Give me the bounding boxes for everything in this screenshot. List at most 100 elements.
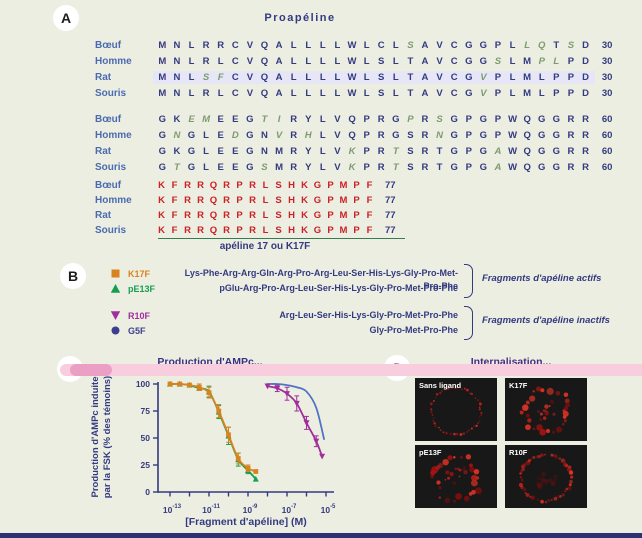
residue: F — [366, 210, 373, 221]
residue: S — [275, 210, 282, 221]
residue: G — [313, 195, 322, 206]
residue: K — [158, 225, 165, 236]
residue: R — [197, 180, 204, 191]
sequence-row: Souris M N L R L C V Q A L L L L W L S L T A V C G V P L M L P P D 30 — [95, 86, 612, 101]
residue: P — [553, 72, 560, 83]
circle-marker-icon — [111, 326, 120, 335]
residue: L — [305, 88, 312, 99]
inactive-group-label: Fragments d'apéline inactifs — [482, 315, 610, 326]
apelin17-caption: apéline 17 ou K17F — [219, 241, 311, 252]
residue: R — [223, 210, 230, 221]
residue: A — [275, 56, 283, 67]
residue: A — [421, 56, 429, 67]
species-label: Rat — [95, 72, 112, 83]
fragment-row: G5F — [110, 324, 146, 337]
residue: G — [465, 88, 473, 99]
residue: G — [392, 130, 400, 141]
residue: R — [249, 180, 256, 191]
residue: Q — [260, 88, 269, 99]
residue: L — [553, 56, 560, 67]
residue: K — [301, 195, 308, 206]
cell-image — [430, 386, 483, 436]
micrograph-label: pE13F — [419, 448, 442, 457]
sequence-row: Bœuf G K E M E E G T I R Y L V Q P R G P R S G P G P W Q G G R R 60 — [95, 112, 612, 127]
species-label: Bœuf — [95, 114, 122, 125]
cell-image — [518, 453, 574, 504]
residue: V — [436, 56, 443, 67]
sequence-row: Homme M N L R L C V Q A L L L L W L S L T A V C G G S L M P L P D 30 — [95, 54, 612, 69]
triangle-up-marker-icon — [110, 284, 121, 293]
residue: G — [465, 56, 473, 67]
residue: R — [184, 225, 191, 236]
svg-text:50: 50 — [141, 433, 151, 443]
residue: R — [223, 225, 230, 236]
svg-text:0: 0 — [145, 487, 150, 497]
sequence-row: Rat K F R R Q R P R L S H K G P M P F 77 — [95, 208, 396, 223]
residue: K — [348, 146, 356, 157]
residue: V — [436, 72, 443, 83]
residue: R — [377, 162, 385, 173]
residue: L — [188, 88, 195, 99]
residue: S — [407, 40, 414, 51]
residue: P — [407, 114, 414, 125]
residue: R — [249, 210, 256, 221]
residue: L — [363, 88, 370, 99]
residue: M — [339, 195, 348, 206]
residue: L — [509, 72, 516, 83]
residue: S — [407, 162, 414, 173]
residue: I — [277, 114, 281, 125]
residue: A — [494, 162, 502, 173]
fragment-row: R10F — [110, 309, 150, 322]
residue: R — [421, 162, 429, 173]
residue: G — [392, 114, 400, 125]
residue: V — [246, 72, 254, 83]
residue: V — [436, 88, 443, 99]
species-label: Souris — [95, 162, 127, 173]
residue: E — [232, 146, 239, 157]
residue: L — [203, 162, 209, 173]
residue: Q — [348, 130, 356, 141]
residue: R — [217, 40, 225, 51]
residue: G — [538, 162, 546, 173]
residue: L — [524, 40, 531, 51]
residue: M — [339, 180, 348, 191]
residue: R — [290, 146, 298, 157]
residue: W — [347, 40, 357, 51]
residue: D — [582, 40, 589, 51]
residue: T — [392, 162, 399, 173]
fragment-name: K17F — [128, 268, 151, 279]
residue: G — [246, 130, 254, 141]
residue: S — [275, 180, 282, 191]
residue: T — [392, 146, 399, 157]
residue: N — [173, 88, 181, 99]
residue: R — [567, 130, 575, 141]
residue: R — [249, 195, 256, 206]
residue: L — [305, 72, 312, 83]
residue: C — [450, 72, 458, 83]
residue: C — [231, 72, 239, 83]
residue: G — [465, 72, 473, 83]
residue: V — [334, 114, 341, 125]
residue: V — [246, 40, 254, 51]
residue: G — [450, 146, 458, 157]
residue: L — [319, 56, 326, 67]
residue: R — [223, 180, 230, 191]
residue: L — [305, 56, 312, 67]
residue: Y — [305, 114, 312, 125]
residue: G — [246, 146, 254, 157]
residue: L — [217, 88, 224, 99]
micrograph-tile: R10F — [505, 445, 587, 508]
residue: N — [261, 130, 268, 141]
residue: K — [158, 195, 165, 206]
residue: A — [275, 72, 283, 83]
apelin17-underline — [158, 238, 405, 239]
micrograph-label: Sans ligand — [419, 381, 462, 390]
species-label: Rat — [95, 146, 112, 157]
residue: P — [494, 72, 502, 83]
residue: K — [301, 225, 308, 236]
residue: R — [197, 210, 204, 221]
residue: M — [158, 56, 167, 67]
residue: C — [231, 40, 239, 51]
residue: P — [363, 146, 370, 157]
